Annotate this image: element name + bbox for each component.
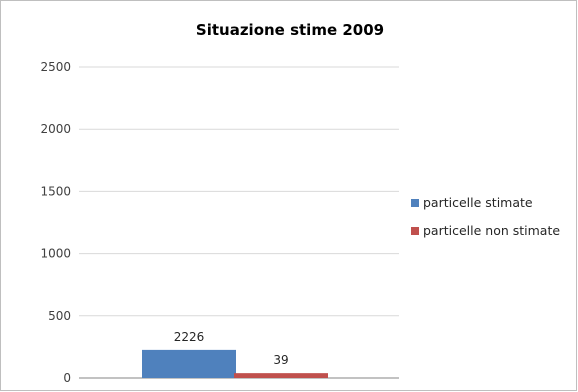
data-label: 39 <box>273 353 288 367</box>
legend-swatch <box>411 227 419 235</box>
legend-label: particelle stimate <box>423 195 533 210</box>
y-tick-label: 1500 <box>40 184 71 198</box>
y-tick-label: 0 <box>63 371 71 385</box>
y-tick-label: 2500 <box>40 60 71 74</box>
legend-label: particelle non stimate <box>423 223 560 238</box>
bar-particelle-stimate <box>142 349 236 378</box>
y-tick-label: 500 <box>48 309 71 323</box>
y-tick-label: 2000 <box>40 122 71 136</box>
data-label: 2226 <box>174 330 205 344</box>
legend-swatch <box>411 199 419 207</box>
y-tick-label: 1000 <box>40 247 71 261</box>
chart-title: Situazione stime 2009 <box>195 21 385 39</box>
bar-particelle-non-stimate <box>234 373 328 378</box>
